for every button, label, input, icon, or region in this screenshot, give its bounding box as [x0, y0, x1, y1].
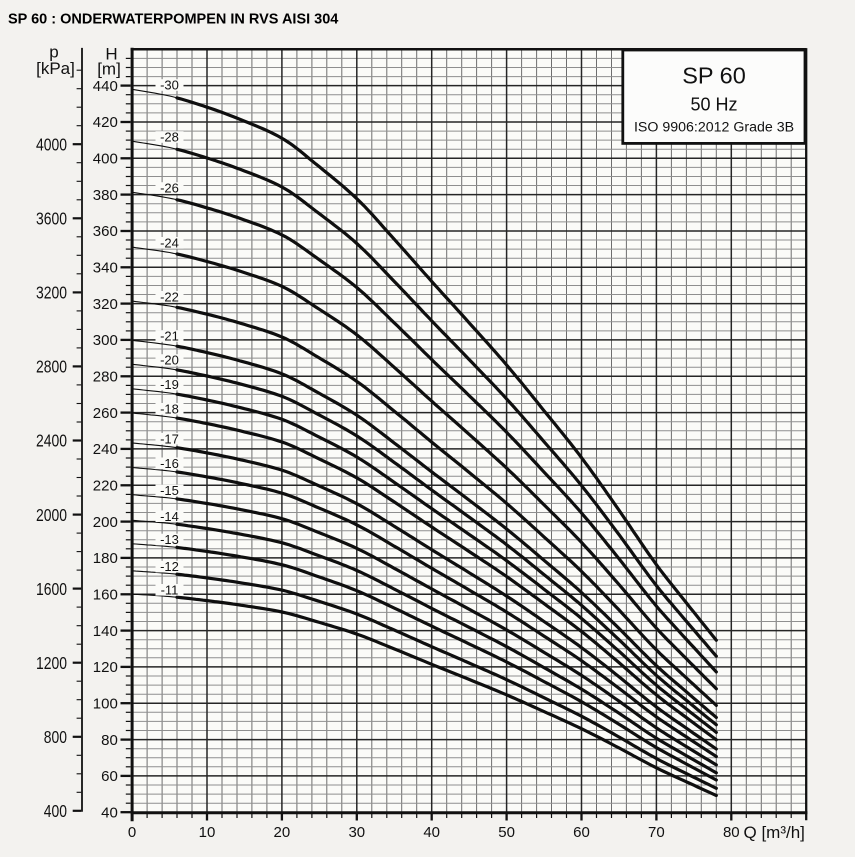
svg-text:280: 280 — [93, 369, 118, 386]
svg-text:Q [m³/h]: Q [m³/h] — [744, 823, 805, 842]
svg-text:2000: 2000 — [36, 505, 67, 525]
svg-text:-12: -12 — [160, 559, 179, 574]
svg-text:80: 80 — [723, 824, 740, 841]
svg-text:2800: 2800 — [36, 357, 67, 377]
svg-text:140: 140 — [93, 623, 118, 640]
svg-text:420: 420 — [93, 114, 118, 131]
svg-text:400: 400 — [44, 801, 67, 821]
svg-text:300: 300 — [93, 332, 118, 349]
svg-text:[m]: [m] — [97, 60, 121, 79]
svg-text:60: 60 — [573, 824, 590, 841]
svg-text:-14: -14 — [160, 509, 179, 524]
svg-text:-17: -17 — [160, 431, 179, 446]
svg-text:800: 800 — [44, 727, 67, 747]
svg-text:-22: -22 — [160, 289, 179, 304]
svg-text:p: p — [49, 43, 58, 62]
svg-text:100: 100 — [93, 696, 118, 713]
svg-text:30: 30 — [348, 824, 365, 841]
svg-text:4000: 4000 — [36, 134, 67, 154]
svg-text:[kPa]: [kPa] — [36, 59, 75, 78]
svg-text:-18: -18 — [160, 401, 179, 416]
svg-text:160: 160 — [93, 587, 118, 604]
svg-text:-13: -13 — [160, 532, 179, 547]
svg-text:ISO 9906:2012 Grade 3B: ISO 9906:2012 Grade 3B — [634, 120, 794, 136]
svg-text:360: 360 — [93, 223, 118, 240]
svg-text:70: 70 — [648, 824, 665, 841]
svg-text:SP 60: SP 60 — [682, 63, 746, 89]
svg-text:120: 120 — [93, 659, 118, 676]
svg-text:60: 60 — [101, 768, 118, 785]
svg-text:260: 260 — [93, 405, 118, 422]
svg-text:40: 40 — [101, 804, 118, 821]
svg-text:50 Hz: 50 Hz — [690, 95, 737, 115]
svg-text:SP 60 : ONDERWATERPOMPEN IN RV: SP 60 : ONDERWATERPOMPEN IN RVS AISI 304 — [8, 12, 338, 28]
svg-text:-16: -16 — [160, 456, 179, 471]
svg-text:50: 50 — [498, 824, 515, 841]
svg-text:-11: -11 — [161, 582, 179, 597]
svg-text:340: 340 — [93, 260, 118, 277]
svg-text:1600: 1600 — [36, 579, 67, 599]
svg-text:10: 10 — [199, 824, 216, 841]
svg-text:-15: -15 — [160, 483, 179, 498]
svg-text:180: 180 — [93, 550, 118, 567]
svg-text:-20: -20 — [160, 353, 179, 368]
svg-text:40: 40 — [423, 824, 440, 841]
svg-text:220: 220 — [93, 478, 118, 495]
svg-text:2400: 2400 — [36, 431, 67, 451]
svg-text:320: 320 — [93, 296, 118, 313]
svg-text:1200: 1200 — [36, 653, 67, 673]
svg-text:-26: -26 — [160, 181, 179, 196]
svg-text:-24: -24 — [160, 235, 179, 250]
svg-text:3600: 3600 — [36, 209, 67, 229]
svg-text:-21: -21 — [160, 329, 179, 344]
svg-text:400: 400 — [93, 151, 118, 168]
svg-text:-19: -19 — [160, 377, 179, 392]
svg-text:20: 20 — [274, 824, 291, 841]
svg-text:3200: 3200 — [36, 283, 67, 303]
svg-text:440: 440 — [93, 78, 118, 95]
svg-text:H: H — [105, 45, 117, 64]
svg-text:0: 0 — [128, 824, 136, 841]
svg-text:380: 380 — [93, 187, 118, 204]
svg-text:80: 80 — [101, 732, 118, 749]
svg-text:-30: -30 — [160, 78, 179, 93]
svg-text:-28: -28 — [160, 130, 179, 145]
svg-text:200: 200 — [93, 514, 118, 531]
svg-text:240: 240 — [93, 441, 118, 458]
